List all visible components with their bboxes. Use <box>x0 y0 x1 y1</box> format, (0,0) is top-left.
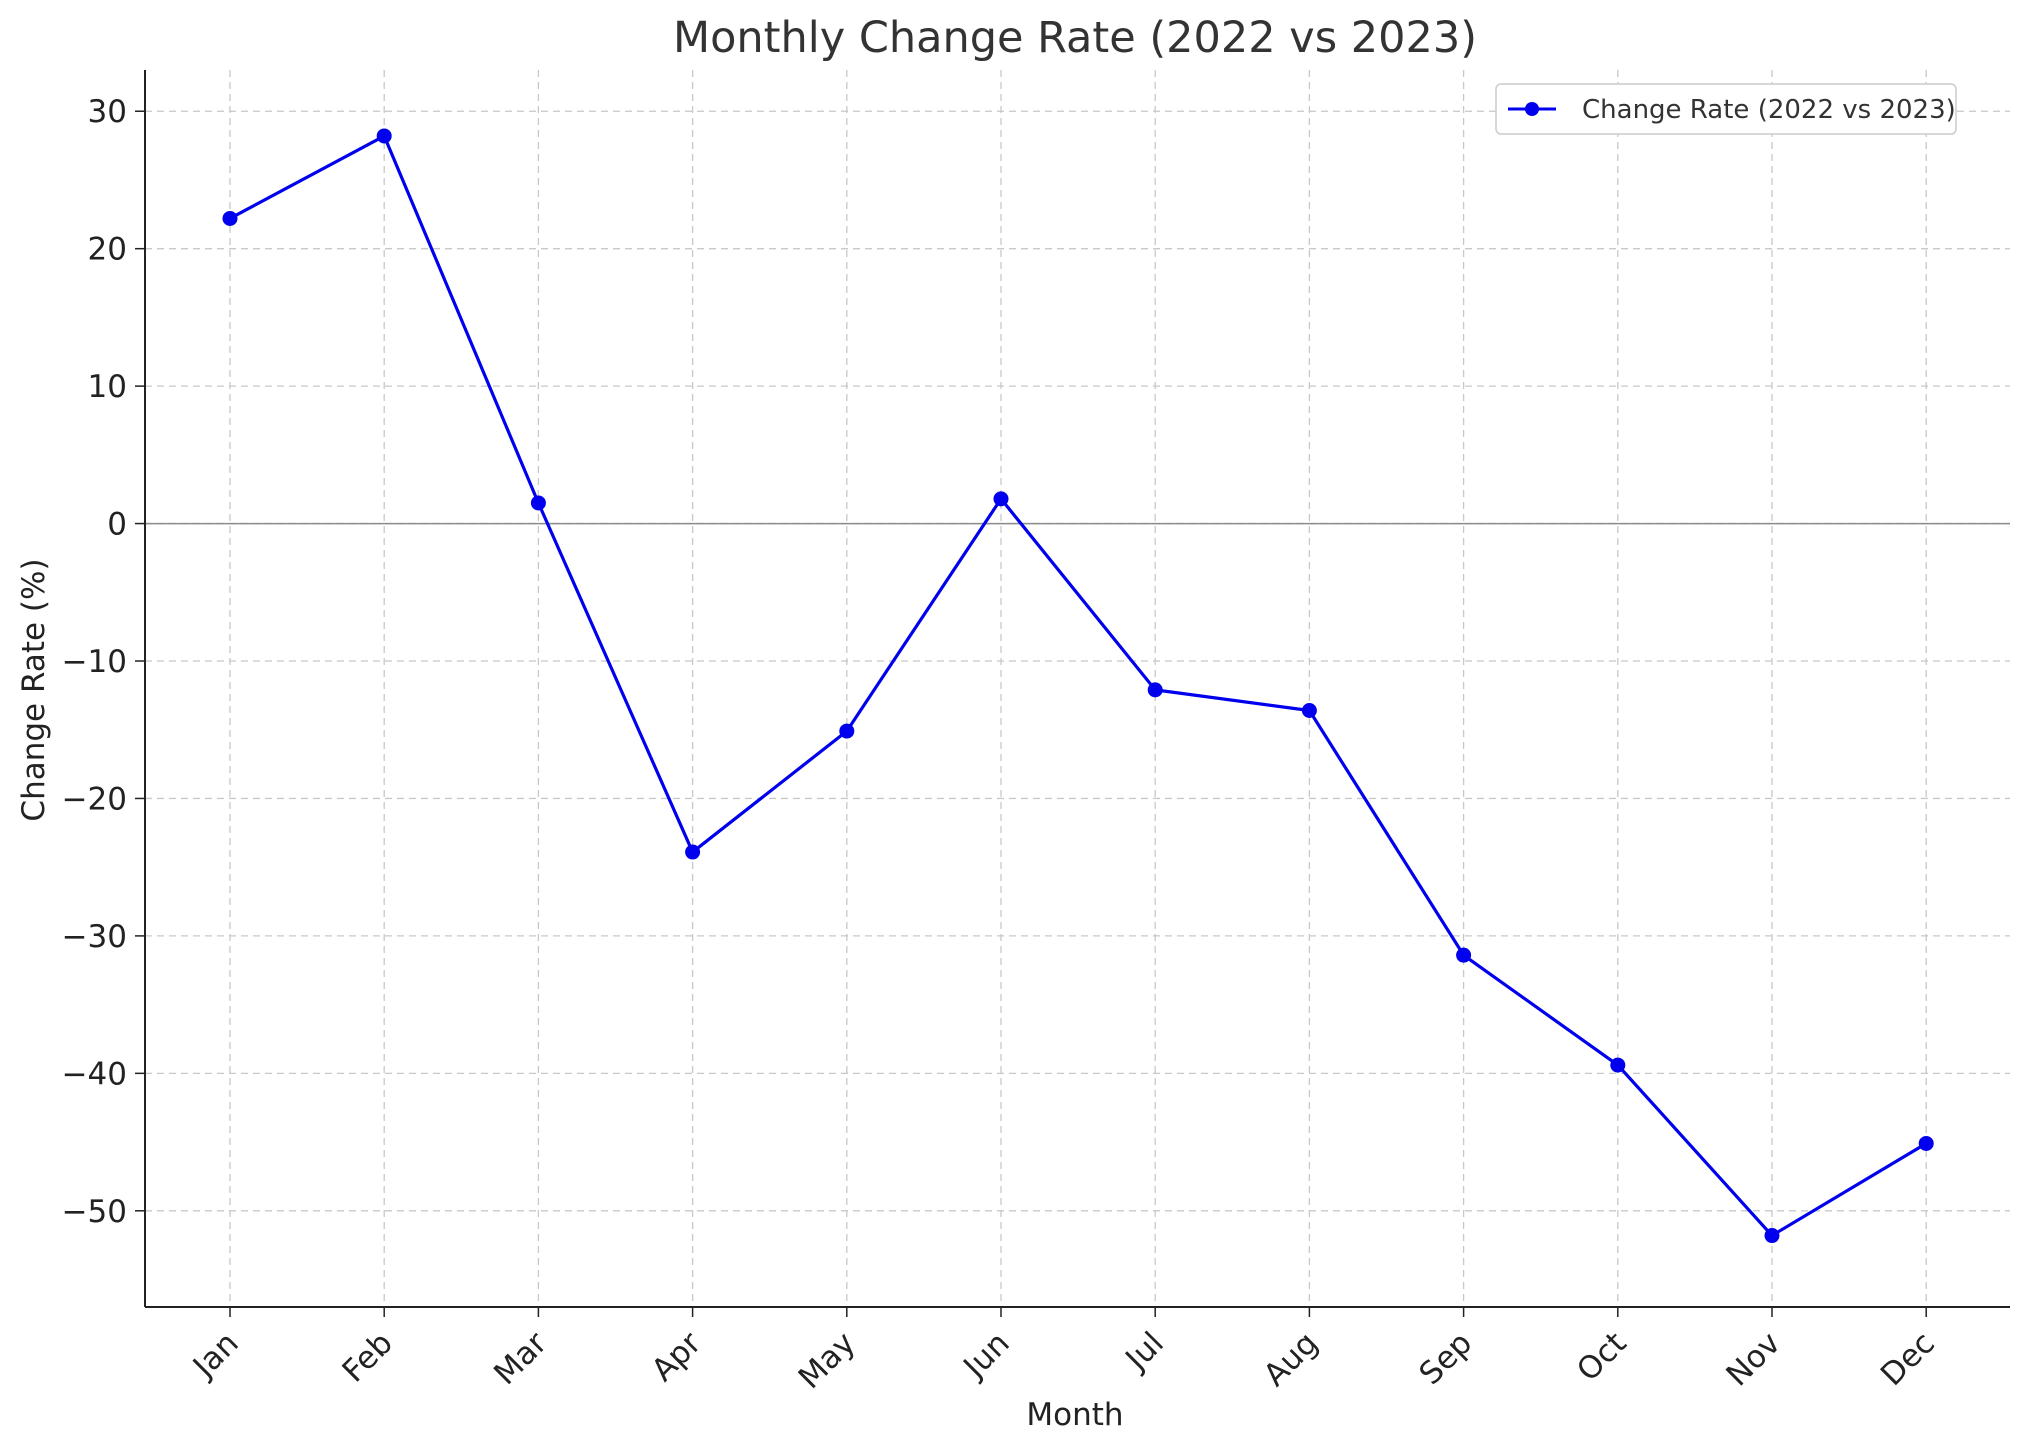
data-point <box>1147 682 1163 698</box>
y-tick-label: 10 <box>88 369 127 405</box>
data-point <box>993 491 1009 507</box>
y-axis-label: Change Rate (%) <box>16 558 52 821</box>
data-point <box>1918 1135 1934 1151</box>
y-tick-label: −50 <box>62 1194 127 1230</box>
y-tick-label: −10 <box>62 644 127 680</box>
axes <box>144 70 2010 1308</box>
data-point <box>1764 1228 1780 1244</box>
y-tick-label: 20 <box>88 232 127 268</box>
legend: Change Rate (2022 vs 2023) <box>1495 83 1957 135</box>
data-point <box>1610 1057 1626 1073</box>
data-point <box>376 128 392 144</box>
data-point <box>530 495 546 511</box>
y-tick-label: −30 <box>62 919 127 955</box>
series-line <box>229 134 1928 1238</box>
x-axis-label: Month <box>1026 1397 1123 1433</box>
legend-frame <box>1495 83 1957 135</box>
legend-label: Change Rate (2022 vs 2023) <box>1582 95 1956 125</box>
data-point <box>1456 947 1472 963</box>
chart-title: Monthly Change Rate (2022 vs 2023) <box>673 13 1477 63</box>
y-tick-label: −40 <box>62 1056 127 1092</box>
data-point <box>1301 702 1317 718</box>
data-point <box>839 723 855 739</box>
y-tick-label: 30 <box>88 94 127 130</box>
y-axis-ticks: 30 20 10 0 −10 −20 −30 −40 −50 <box>62 94 145 1230</box>
data-series <box>222 128 1934 1244</box>
data-point <box>222 210 238 226</box>
y-tick-label: 0 <box>107 507 127 543</box>
legend-marker-swatch <box>1525 102 1539 116</box>
y-tick-label: −20 <box>62 781 127 817</box>
data-point <box>685 844 701 860</box>
